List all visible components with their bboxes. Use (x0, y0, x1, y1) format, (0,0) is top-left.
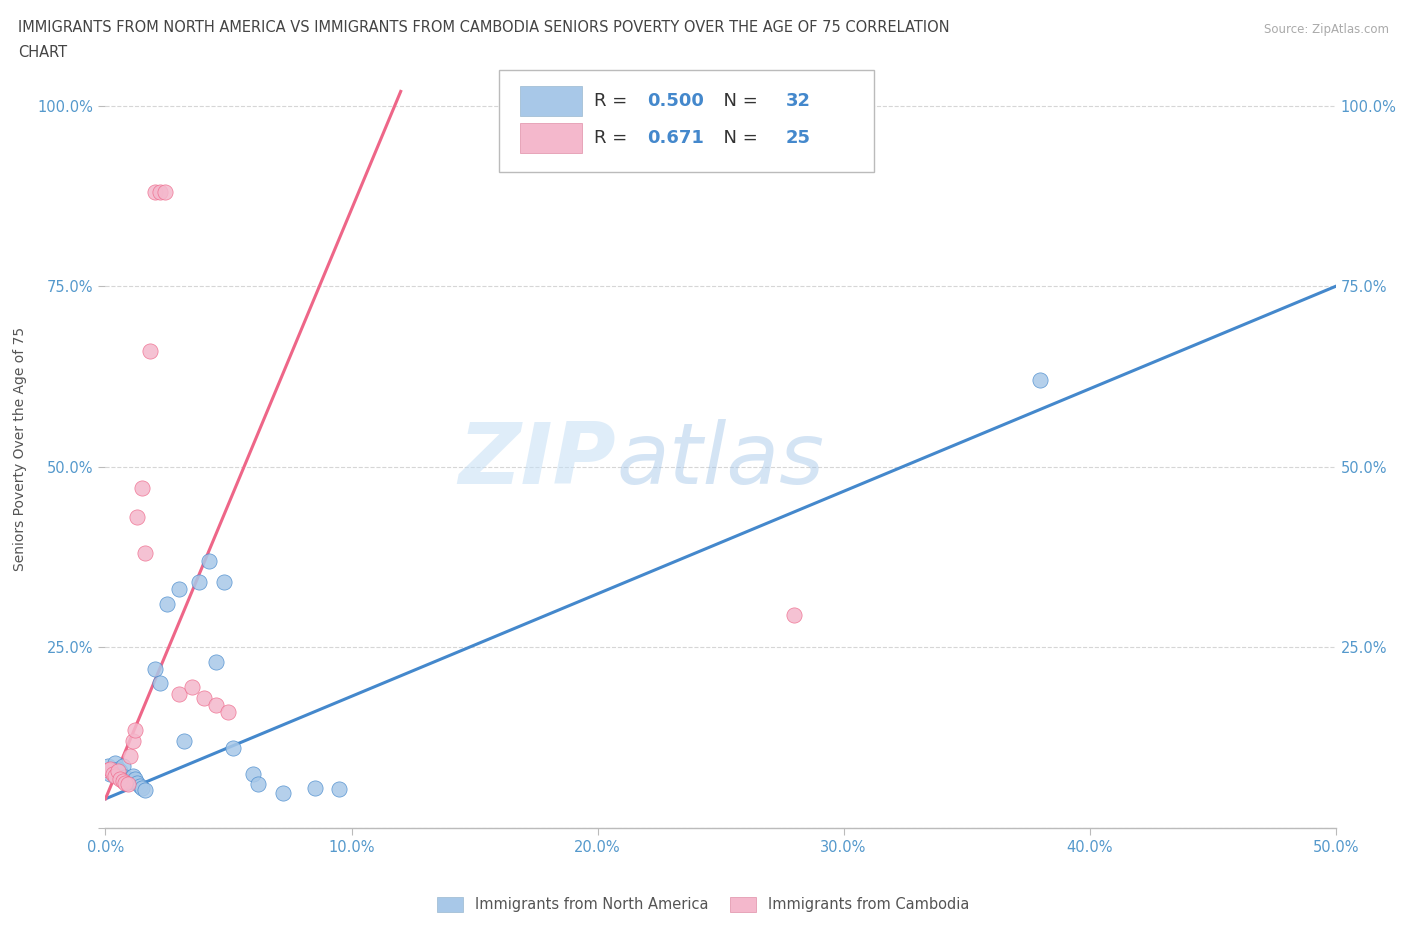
Point (98, 761, 122, 776)
Point (783, 607, 806, 622)
Point (149, 676, 172, 691)
Point (169, 686, 191, 701)
Point (107, 764, 129, 778)
FancyBboxPatch shape (499, 70, 875, 172)
Point (127, 510, 149, 525)
Point (173, 734, 195, 749)
Point (138, 344, 162, 359)
Point (117, 771, 139, 786)
Point (117, 777, 139, 791)
Point (188, 575, 211, 590)
Point (247, 777, 270, 791)
Point (111, 759, 134, 774)
Text: R =: R = (593, 92, 633, 110)
Point (212, 575, 235, 590)
Point (110, 764, 132, 778)
Text: ZIP: ZIP (458, 418, 616, 501)
Point (114, 776, 136, 790)
Text: atlas: atlas (616, 418, 824, 501)
Point (104, 755, 127, 770)
Point (124, 771, 146, 786)
Point (101, 766, 124, 781)
Point (97, 759, 120, 774)
Point (222, 741, 245, 756)
Point (134, 546, 156, 561)
Point (205, 654, 228, 669)
Point (120, 748, 141, 763)
Point (149, 185, 172, 200)
Point (271, 786, 294, 801)
FancyBboxPatch shape (520, 123, 582, 153)
Text: 25: 25 (786, 129, 811, 147)
Point (121, 768, 143, 783)
Point (197, 553, 221, 568)
Point (114, 770, 136, 785)
Text: IMMIGRANTS FROM NORTH AMERICA VS IMMIGRANTS FROM CAMBODIA SENIORS POVERTY OVER T: IMMIGRANTS FROM NORTH AMERICA VS IMMIGRA… (18, 20, 950, 35)
Point (107, 761, 129, 776)
Point (205, 698, 228, 712)
Text: N =: N = (711, 129, 763, 147)
Y-axis label: Seniors Poverty Over the Age of 75: Seniors Poverty Over the Age of 75 (13, 326, 27, 571)
Point (218, 705, 240, 720)
Text: N =: N = (711, 92, 763, 110)
Point (111, 774, 134, 789)
Point (134, 783, 156, 798)
Text: CHART: CHART (18, 45, 67, 60)
Point (156, 596, 179, 611)
FancyBboxPatch shape (520, 86, 582, 116)
Point (143, 185, 166, 200)
Point (131, 481, 153, 496)
Point (169, 582, 191, 597)
Text: Source: ZipAtlas.com: Source: ZipAtlas.com (1264, 23, 1389, 36)
Point (304, 780, 326, 795)
Text: R =: R = (593, 129, 638, 147)
Point (110, 771, 132, 786)
Point (121, 734, 143, 749)
Text: 32: 32 (786, 92, 811, 110)
Legend: Immigrants from North America, Immigrants from Cambodia: Immigrants from North America, Immigrant… (430, 891, 976, 918)
Point (124, 723, 146, 737)
Point (97, 763, 120, 777)
Point (242, 766, 264, 781)
Point (143, 661, 166, 676)
Point (104, 768, 127, 783)
Text: 0.500: 0.500 (647, 92, 703, 110)
Point (127, 776, 149, 790)
Point (1029, 373, 1052, 388)
Text: 0.671: 0.671 (647, 129, 703, 147)
Point (101, 763, 124, 777)
Point (131, 780, 153, 795)
Point (193, 690, 215, 705)
Point (153, 185, 176, 200)
Point (98, 766, 122, 781)
Point (129, 778, 152, 793)
Point (180, 680, 202, 695)
Point (120, 774, 141, 789)
Point (328, 782, 350, 797)
